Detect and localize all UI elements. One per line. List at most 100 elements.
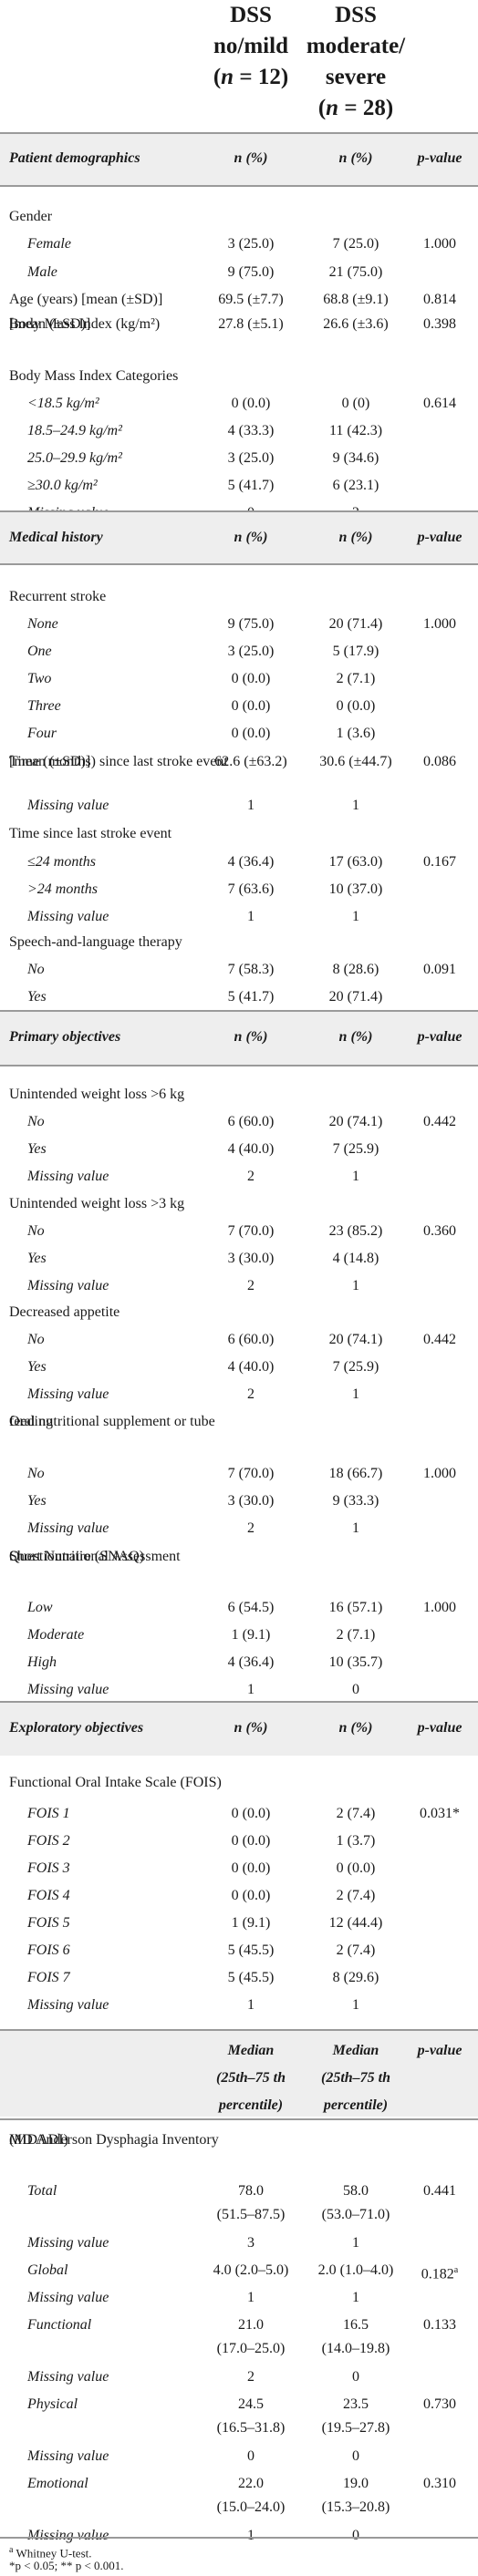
cell-p-value: 0.031* [420,1806,460,1821]
cell-no-mild: 22.0 [238,2476,264,2491]
variable-label: Recurrent stroke [9,589,107,604]
footnote-marker: a [9,2545,14,2555]
cell-no-mild: 2 [247,1386,255,1402]
row-label: <18.5 kg/m² [27,396,99,411]
row-label: Three [27,698,61,714]
cell-no-mild: 3 (25.0) [227,644,275,659]
cell-no-mild: 1 [247,2290,255,2305]
cell-no-mild-range: (17.0–25.0) [216,2341,286,2356]
cell-moderate-severe: 10 (37.0) [328,881,383,897]
cell-moderate-severe: 16 (57.1) [328,1600,383,1615]
cell-no-mild: 4 (36.4) [227,854,275,870]
cell-moderate-severe: 30.6 (±44.7) [319,754,392,769]
row-label: FOIS 2 [27,1833,70,1849]
cell-moderate-severe: 1 [352,1520,359,1536]
row-label: Low [27,1600,53,1615]
cell-no-mild: 3 (25.0) [227,450,275,466]
divider [0,2537,478,2539]
divider [0,132,478,134]
row-label: Yes [27,1359,47,1375]
cell-moderate-severe: 26.6 (±3.6) [323,316,389,332]
row-label: One [27,644,52,659]
row-label: High [27,1654,57,1670]
cell-no-mild: 0 (0.0) [231,1888,271,1903]
row-label: Missing value [27,2528,109,2543]
variable-label: MD Anderson Dysphagia Inventory [9,2132,219,2148]
cell-moderate-severe: 18 (66.7) [328,1466,383,1481]
row-label: Functional [27,2317,92,2333]
cell-moderate-severe: 1 [352,909,359,924]
footnote-marker: a [453,2265,459,2275]
cell-moderate-severe: 4 (14.8) [332,1251,379,1266]
median-header-line: (25th–75 th [320,2070,390,2086]
cell-moderate-severe: 1 [352,798,359,813]
cell-no-mild: 0 [247,2448,255,2464]
cell-p-value: 0.442 [423,1332,456,1347]
cell-no-mild: 2 [247,1278,255,1293]
cell-no-mild: 1 [247,2528,255,2543]
cell-no-mild: 4 (36.4) [227,1654,275,1670]
row-label: Four [27,726,57,741]
variable-label: Body Mass Index Categories [9,368,179,384]
header-line: (n = 12) [213,65,289,89]
cell-moderate-severe: 0 (0) [341,396,370,411]
cell-no-mild: 0 (0.0) [231,1833,271,1849]
cell-moderate-severe: 2 (7.4) [336,1942,376,1958]
cell-moderate-severe: 1 [352,1386,359,1402]
p-value-text: 0.730 [423,2396,456,2412]
header-line: moderate/ [306,34,406,58]
cell-no-mild: 7 (70.0) [227,1223,275,1239]
cell-moderate-severe: 2 (7.1) [336,671,376,686]
cell-no-mild: 0 (0.0) [231,396,271,411]
cell-no-mild: 7 (58.3) [227,962,275,977]
variable-label: Speech-and-language therapy [9,934,182,950]
row-label: No [27,1332,45,1347]
median-header-line: percentile) [323,2097,389,2113]
divider [0,2118,478,2120]
cell-no-mild: 0 (0.0) [231,1860,271,1876]
cell-no-mild: 6 (60.0) [227,1332,275,1347]
cell-moderate-severe: 20 (71.4) [328,616,383,632]
row-label-continued: feeding [9,1414,53,1429]
row-label: Missing value [27,2369,109,2385]
p-value-text: 0.133 [423,2317,456,2333]
row-label: Missing value [27,2290,109,2305]
row-label: ≤24 months [27,854,97,870]
cell-moderate-severe: 1 (3.7) [336,1833,376,1849]
row-label: 18.5–24.9 kg/m² [27,423,122,438]
row-label: Missing value [27,909,109,924]
cell-no-mild: 1 [247,909,255,924]
section-shade [0,512,478,563]
cell-no-mild: 78.0 [238,2183,264,2199]
divider [0,510,478,512]
cell-p-value: 0.814 [423,292,456,307]
cell-moderate-severe: 7 (25.9) [332,1359,379,1375]
cell-no-mild: 7 (63.6) [227,881,275,897]
cell-moderate-severe: 19.0 [343,2476,369,2491]
row-label: Moderate [27,1627,85,1643]
row-label: FOIS 6 [27,1942,70,1958]
row-label-continued: [mean (±SD)] [9,316,91,332]
cell-moderate-severe: 10 (35.7) [328,1654,383,1670]
cell-p-value: 0.091 [423,962,456,977]
cell-moderate-severe-range: (19.5–27.8) [321,2420,390,2436]
cell-moderate-severe: 12 (44.4) [328,1915,383,1931]
column-label-p: p-value [417,530,462,545]
row-label: No [27,1223,45,1239]
header-line: (n = 28) [317,96,394,120]
header-line: severe [325,65,387,89]
section-shade [0,1012,478,1065]
median-header-line: Median [227,2043,275,2058]
cell-moderate-severe-range: (14.0–19.8) [321,2341,390,2356]
cell-moderate-severe: 20 (74.1) [328,1332,383,1347]
row-label: Yes [27,1141,47,1157]
cell-no-mild-range: (51.5–87.5) [216,2207,286,2222]
section-title: Primary objectives [9,1029,121,1045]
cell-p-value: 0.442 [423,1114,456,1129]
cell-p-value: 0.398 [423,316,456,332]
median-header-no-mild: Median (25th–75 th percentile) [201,2037,301,2119]
cell-moderate-severe: 8 (29.6) [332,1970,379,1985]
header-line: DSS [230,3,272,27]
cell-no-mild: 6 (54.5) [227,1600,275,1615]
cell-moderate-severe: 8 (28.6) [332,962,379,977]
